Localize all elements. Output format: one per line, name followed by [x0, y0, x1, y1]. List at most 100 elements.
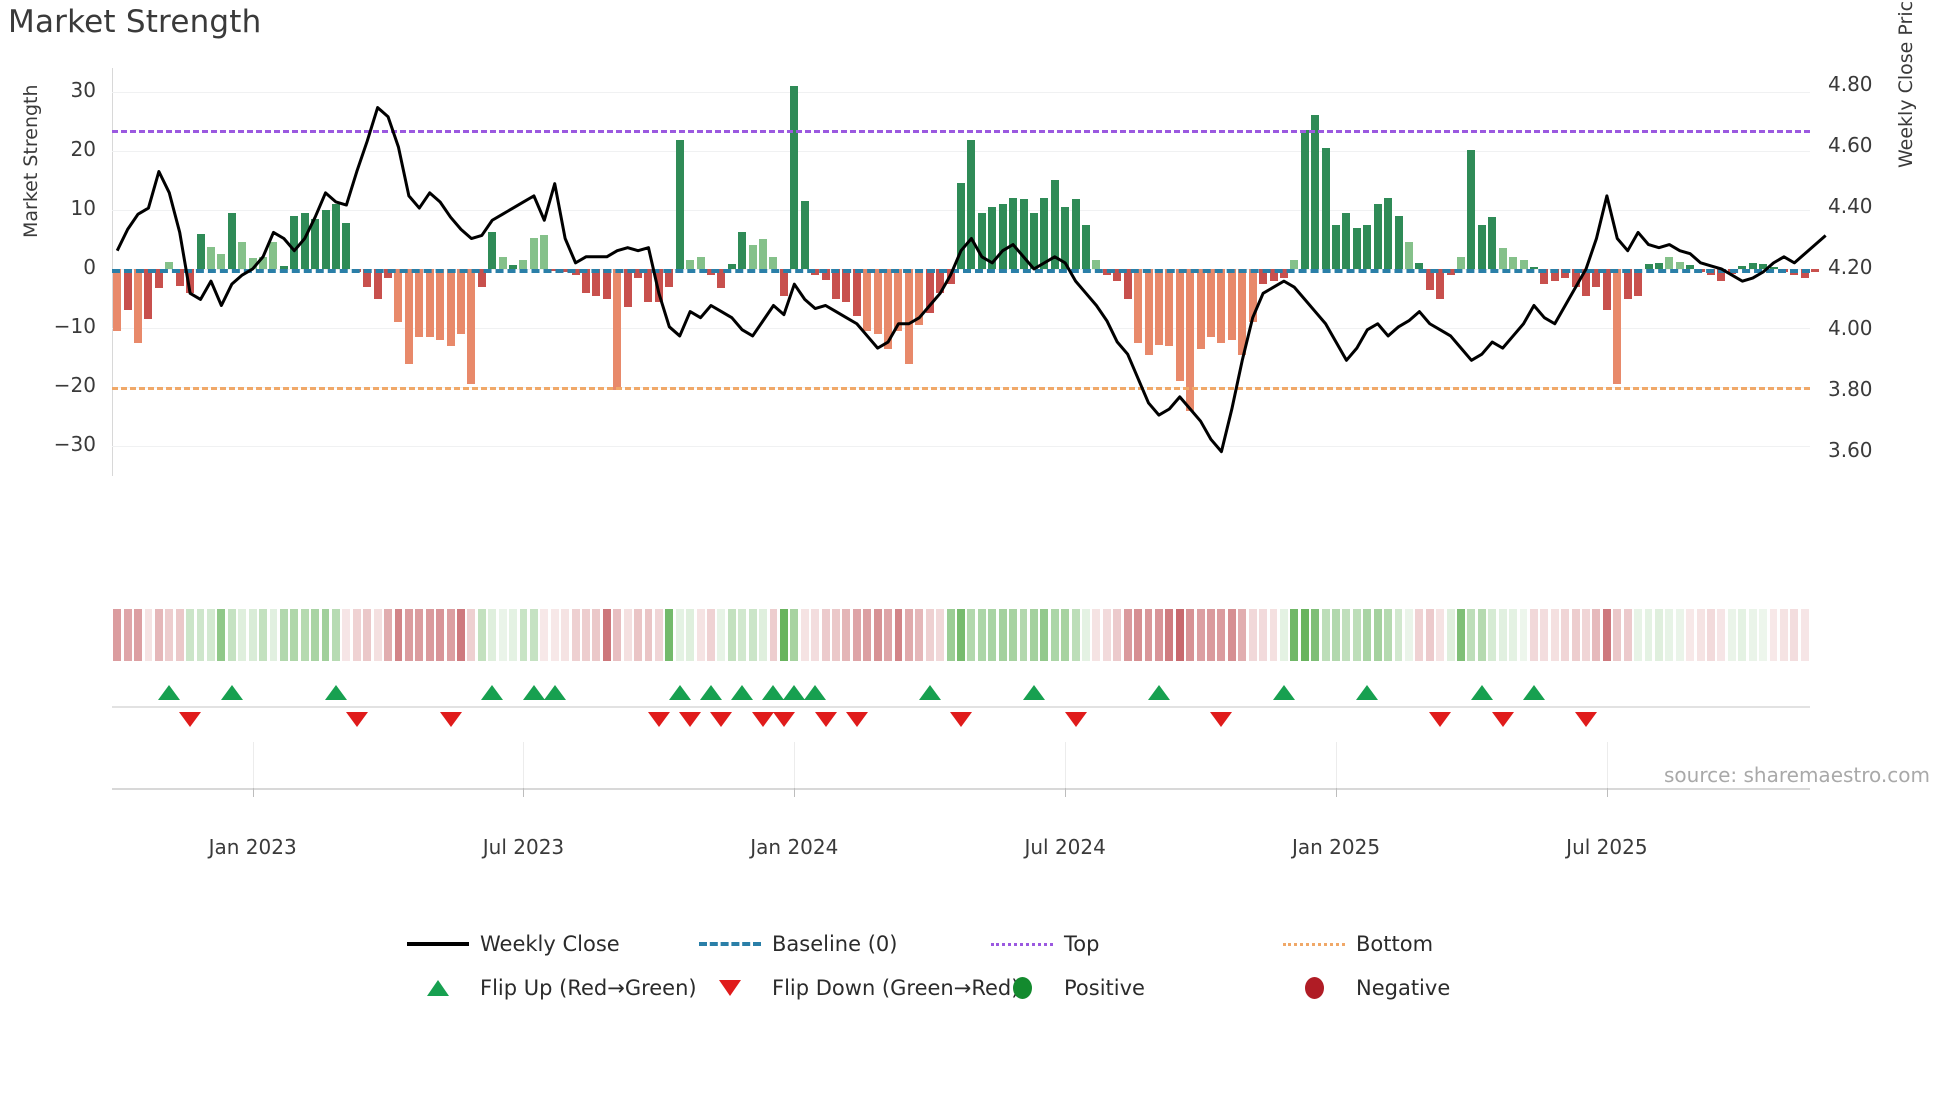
- strength-bar: [436, 269, 445, 340]
- x-gridline: [794, 742, 796, 788]
- heatmap-cell: [1779, 609, 1788, 661]
- x-gridline: [1606, 742, 1608, 788]
- flip-up-marker: [1470, 685, 1493, 700]
- x-tick-mark: [1336, 788, 1338, 797]
- heatmap-cell: [415, 609, 424, 661]
- x-tick-label: Jul 2025: [1566, 835, 1648, 859]
- flip-up-marker: [543, 685, 566, 700]
- legend-item-weekly-close[interactable]: Weekly Close: [396, 922, 688, 966]
- gridline: [112, 91, 1810, 93]
- heatmap-cell: [842, 609, 851, 661]
- legend-swatch: [688, 942, 772, 946]
- heatmap-cell: [175, 609, 184, 661]
- heatmap-cell: [404, 609, 413, 661]
- heatmap-cell: [1259, 609, 1268, 661]
- strength-bar: [915, 269, 924, 326]
- strength-bar: [1748, 263, 1757, 270]
- flip-up-marker: [804, 685, 827, 700]
- flip-down-marker: [647, 712, 670, 727]
- legend-item-bottom[interactable]: Bottom: [1272, 922, 1564, 966]
- heatmap-cell: [1290, 609, 1299, 661]
- heatmap-cell: [561, 609, 570, 661]
- x-gridline: [1065, 742, 1067, 788]
- legend-swatch: [396, 980, 480, 996]
- heatmap-cell: [1571, 609, 1580, 661]
- heatmap-cell: [488, 609, 497, 661]
- strength-bar: [1019, 199, 1028, 270]
- strength-bar: [644, 269, 653, 302]
- legend-item-top[interactable]: Top: [980, 922, 1272, 966]
- gridline: [112, 446, 1810, 448]
- strength-bar: [1092, 260, 1101, 270]
- strength-bar: [279, 266, 288, 270]
- heatmap-cell: [675, 609, 684, 661]
- heatmap-cell: [1196, 609, 1205, 661]
- strength-bar: [1248, 269, 1257, 323]
- heatmap-cell: [425, 609, 434, 661]
- top-reference-line: [112, 130, 1810, 134]
- heatmap-cell: [1071, 609, 1080, 661]
- strength-bar: [1363, 224, 1372, 270]
- y-tick-label-left: −10: [53, 314, 96, 339]
- strength-bar: [1321, 147, 1330, 270]
- heatmap-cell: [217, 609, 226, 661]
- strength-bar: [1311, 115, 1320, 270]
- strength-bar: [1050, 180, 1059, 270]
- strength-bar: [1300, 130, 1309, 270]
- flip-down-marker: [950, 712, 972, 727]
- heatmap-cell: [790, 609, 799, 661]
- flip-axis-line: [112, 706, 1810, 708]
- heatmap-cell: [550, 609, 559, 661]
- legend-swatch: [1272, 977, 1356, 999]
- heatmap-cell: [196, 609, 205, 661]
- heatmap-cell: [1321, 609, 1330, 661]
- x-tick-label: Jan 2025: [1291, 835, 1381, 859]
- flip-up-marker: [324, 685, 347, 700]
- heatmap-cell: [165, 609, 174, 661]
- heatmap-cell: [811, 609, 820, 661]
- strength-bar: [1811, 269, 1820, 272]
- heatmap-cell: [1686, 609, 1695, 661]
- heatmap-cell: [1384, 609, 1393, 661]
- flip-up-marker: [668, 685, 691, 700]
- strength-bar: [1457, 257, 1466, 270]
- heatmap-cell: [1186, 609, 1195, 661]
- heatmap-cell: [696, 609, 705, 661]
- heatmap-cell: [1425, 609, 1434, 661]
- strength-bar: [1425, 269, 1434, 290]
- flip-up-marker: [783, 685, 806, 700]
- heatmap-cell: [1717, 609, 1726, 661]
- strength-bar: [1436, 269, 1445, 299]
- heatmap-cell: [582, 609, 590, 661]
- strength-bar: [1352, 227, 1361, 270]
- legend-label: Negative: [1356, 976, 1451, 1000]
- heatmap-cell: [394, 609, 403, 661]
- heatmap-cell: [1498, 609, 1507, 661]
- heatmap-cell: [1113, 609, 1122, 661]
- strength-bar: [654, 269, 663, 302]
- strength-bar: [113, 269, 122, 332]
- heatmap-cell: [1154, 609, 1163, 661]
- heatmap-cell: [1675, 609, 1684, 661]
- legend-item-flip-down[interactable]: Flip Down (Green→Red): [688, 966, 1019, 1010]
- heatmap-cell: [1061, 609, 1070, 661]
- heatmap-cell: [1613, 609, 1622, 661]
- bottom-reference-line: [112, 387, 1810, 391]
- strength-bar: [488, 232, 497, 270]
- strength-bar: [1342, 212, 1351, 270]
- heatmap-cell: [529, 609, 538, 661]
- strength-bar: [1061, 206, 1070, 270]
- legend-item-flip-up[interactable]: Flip Up (Red→Green): [396, 966, 697, 1010]
- heatmap-cell: [134, 609, 142, 661]
- strength-bar: [592, 269, 601, 296]
- legend-item-positive[interactable]: Positive: [980, 966, 1272, 1010]
- strength-bar: [1613, 269, 1622, 385]
- legend-item-baseline[interactable]: Baseline (0): [688, 922, 980, 966]
- strength-bar: [186, 269, 195, 293]
- strength-bar: [1154, 269, 1163, 345]
- heatmap-cell: [1540, 609, 1549, 661]
- strength-bar: [1415, 263, 1424, 270]
- legend-item-negative[interactable]: Negative: [1272, 966, 1564, 1010]
- strength-bar: [456, 269, 465, 335]
- legend-label: Flip Up (Red→Green): [480, 976, 697, 1000]
